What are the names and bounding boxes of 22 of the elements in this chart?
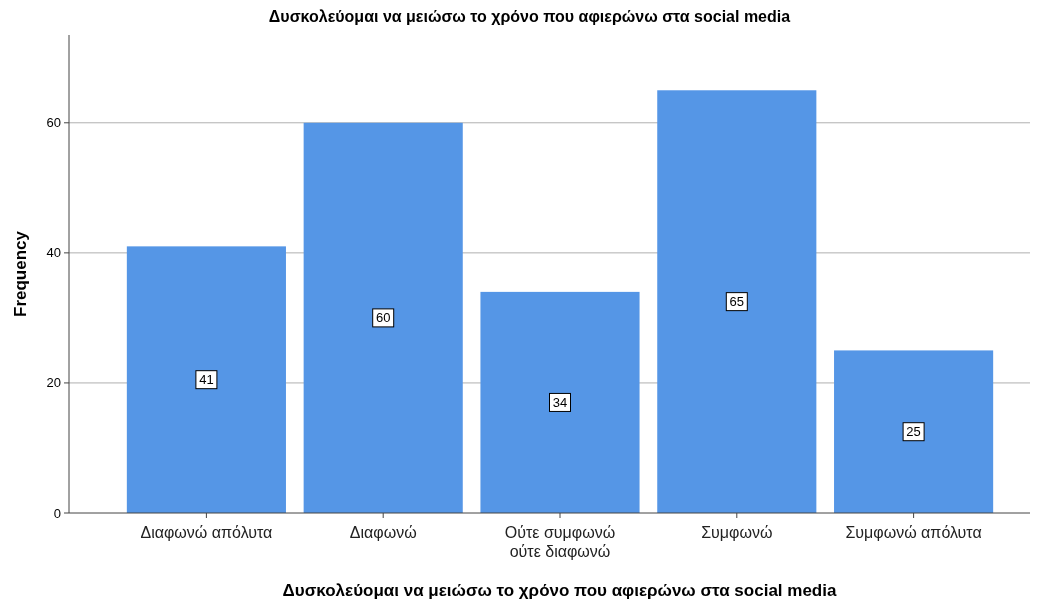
y-tick-label: 20 [46,375,61,391]
y-tick-label: 40 [46,245,61,261]
x-axis-title: Δυσκολεύομαι να μειώσω το χρόνο που αφιερώνω στα social media [282,581,837,600]
y-tick-label: 0 [53,505,61,521]
y-axis-title: Frequency [11,230,30,317]
data-label: 25 [906,424,921,440]
bar [657,90,817,513]
y-tick-label: 60 [46,115,61,131]
data-label: 60 [375,310,391,326]
data-label: 65 [729,294,745,310]
x-tick-label: Διαφωνώ [349,524,417,541]
x-tick-label: Συμφωνώ [701,524,773,541]
bar [126,246,286,513]
chart-title: Δυσκολεύομαι να μειώσω το χρόνο που αφιερώνω στα social media [268,8,791,25]
x-tick-label: Ούτε συμφωνώ ούτε διαφωνώ [504,524,616,560]
bar [303,122,463,513]
data-label: 34 [552,394,568,410]
x-tick-label: Συμφωνώ απόλυτα [845,524,982,541]
data-label: 41 [199,372,214,388]
bar [480,291,640,513]
x-tick-label: Διαφωνώ απόλυτα [140,524,273,541]
bar [834,350,994,513]
